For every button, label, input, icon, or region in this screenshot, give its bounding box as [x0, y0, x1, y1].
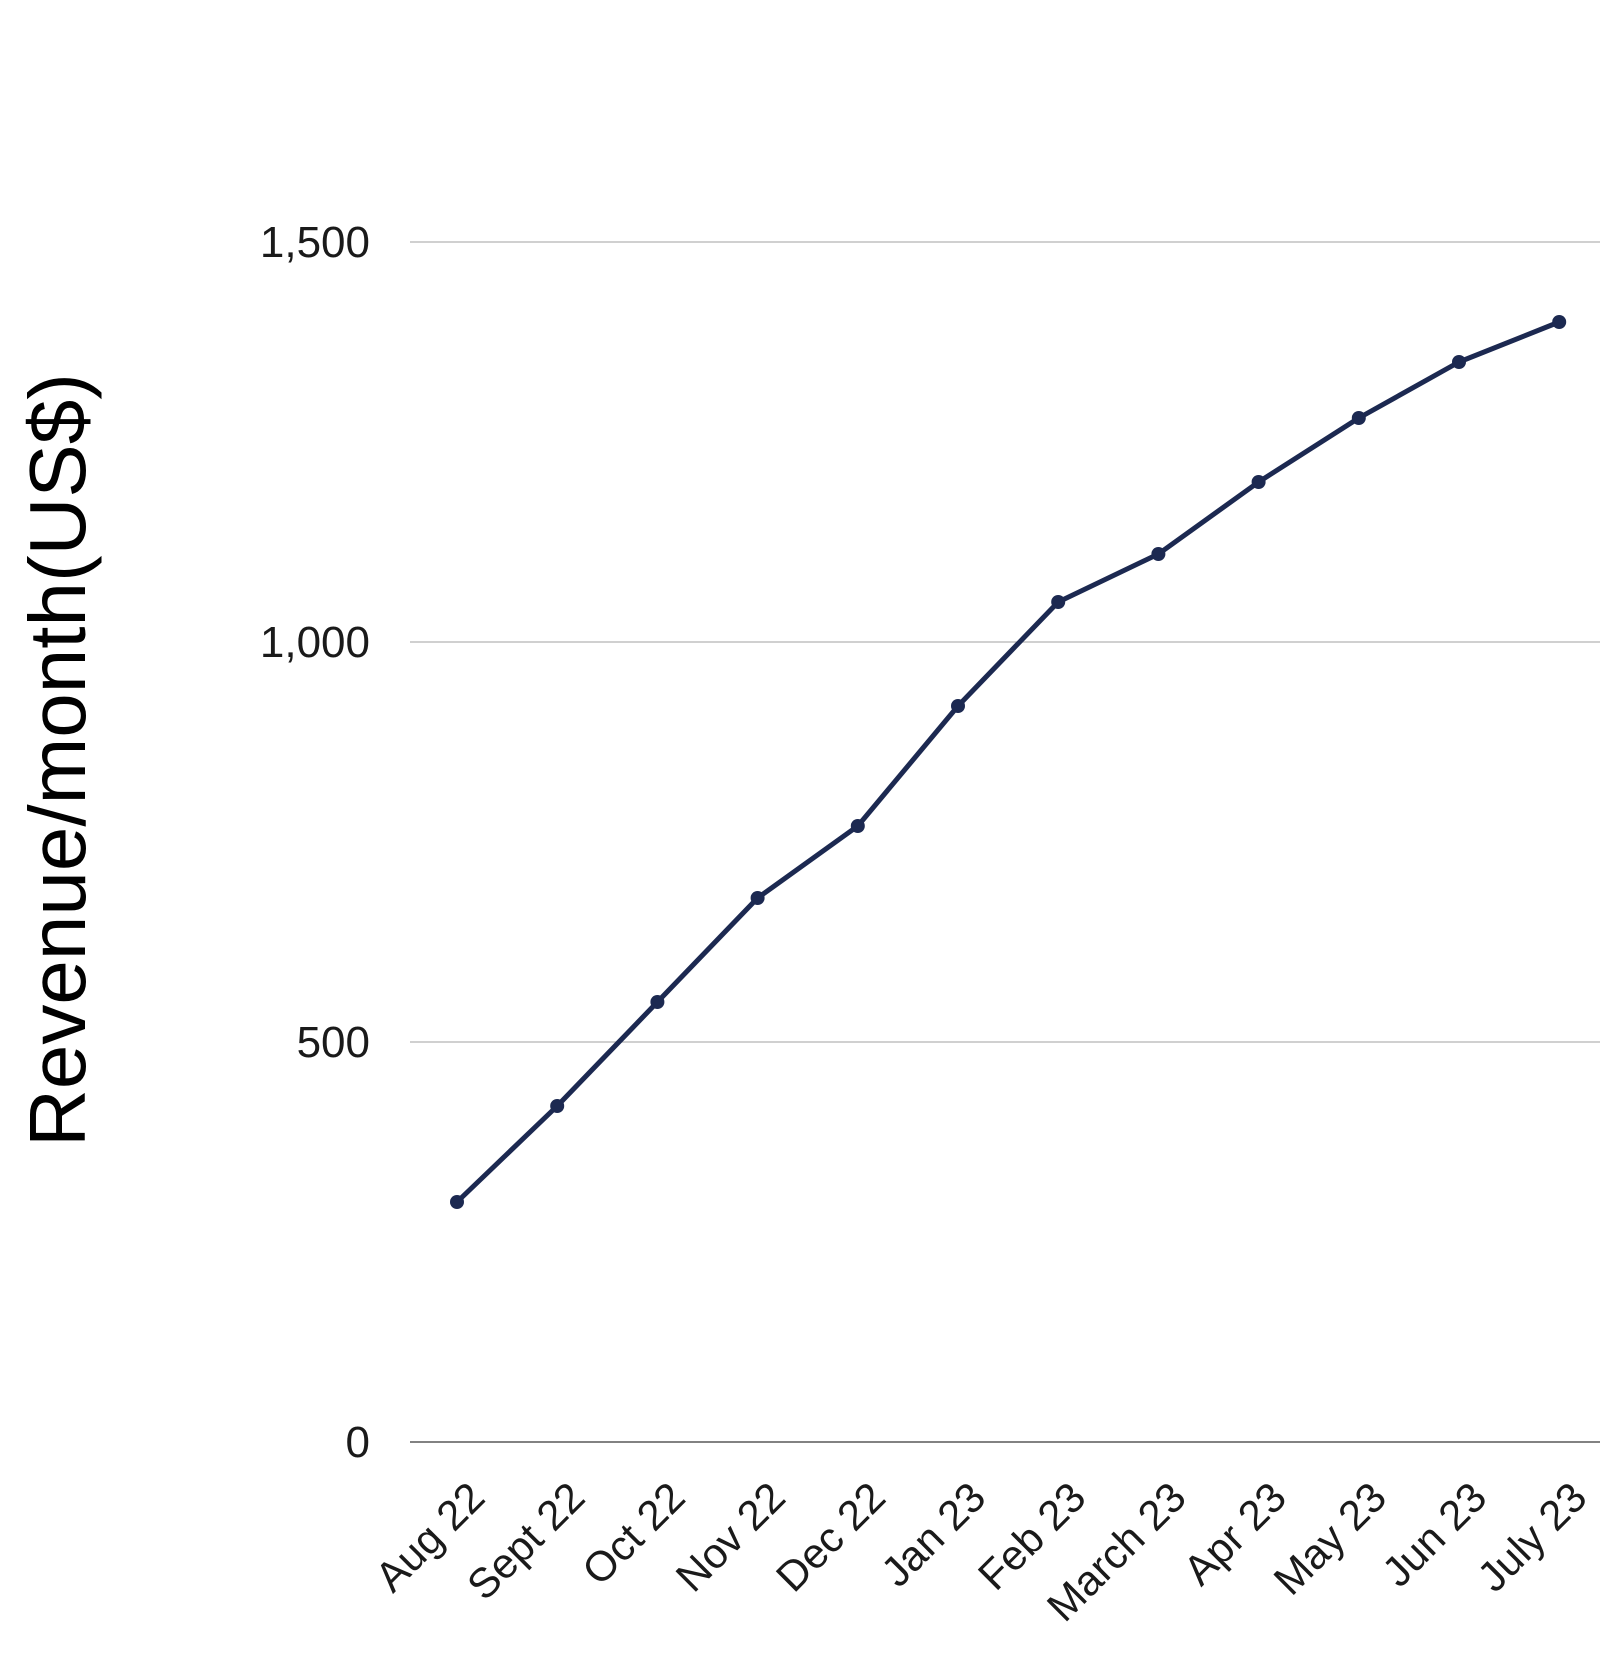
y-tick-label: 0 [346, 1418, 370, 1467]
x-tick-label: May 23 [1265, 1473, 1396, 1604]
series-line [454, 319, 1562, 1205]
data-point [1351, 411, 1366, 425]
data-point [1151, 547, 1166, 561]
gridlines [410, 241, 1600, 1443]
x-tick-label: Jan 23 [872, 1473, 994, 1595]
y-tick-label: 1,500 [260, 218, 370, 267]
data-point [850, 819, 865, 833]
data-point [1051, 595, 1066, 609]
series-line-group [454, 319, 1562, 1205]
y-tick-label: 1,000 [260, 618, 370, 667]
data-point [951, 699, 965, 713]
y-axis-title: Revenue/month(US$) [13, 373, 102, 1147]
data-point [1552, 315, 1567, 329]
data-point [1251, 475, 1266, 489]
data-point [750, 891, 765, 905]
data-point [450, 1195, 464, 1209]
data-point [650, 995, 665, 1009]
x-tick-label: July 23 [1468, 1473, 1595, 1600]
y-tick-labels: 0 500 1,000 1,500 [260, 218, 370, 1467]
x-tick-label: Dec 22 [767, 1473, 894, 1600]
y-tick-label: 500 [297, 1018, 370, 1067]
data-point [550, 1099, 565, 1113]
data-point [1452, 355, 1466, 369]
x-tick-label: Nov 22 [667, 1473, 794, 1600]
series-markers [450, 315, 1567, 1209]
